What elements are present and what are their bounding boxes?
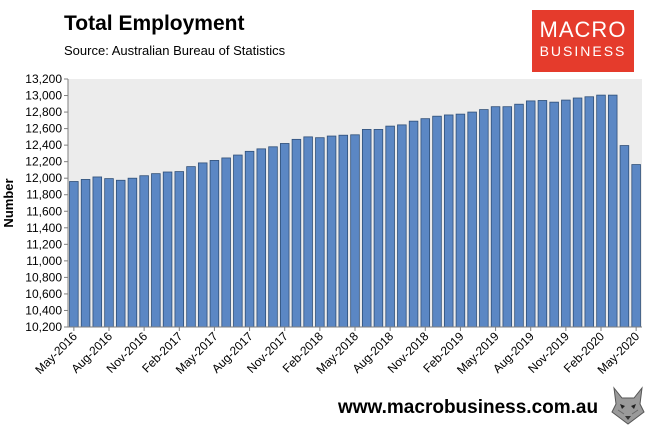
y-tick-label: 12,200 <box>25 155 62 169</box>
y-tick-label: 12,600 <box>25 122 62 136</box>
bar-jul-2018 <box>373 129 384 328</box>
y-tick-label: 12,000 <box>25 171 62 185</box>
y-tick-label: 13,200 <box>25 72 62 86</box>
bar-jun-2017 <box>221 157 231 328</box>
bar-jul-2019 <box>514 103 524 328</box>
bar-may-2017 <box>209 160 220 328</box>
bar-mar-2017 <box>186 166 196 328</box>
bar-apr-2020 <box>619 145 630 328</box>
bar-apr-2019 <box>479 109 489 328</box>
bar-nov-2016 <box>139 175 149 328</box>
bar-may-2019 <box>490 106 501 328</box>
y-tick-label: 11,000 <box>26 254 62 268</box>
bar-mar-2020 <box>607 94 618 328</box>
bar-may-2020 <box>631 164 641 328</box>
bar-feb-2018 <box>315 137 325 328</box>
bar-mar-2018 <box>326 135 337 328</box>
bar-mar-2019 <box>467 111 477 328</box>
y-axis-label: Number <box>1 178 16 227</box>
bar-sep-2018 <box>397 124 407 328</box>
bar-jun-2019 <box>502 106 513 328</box>
bar-aug-2016 <box>104 178 114 328</box>
bar-jun-2018 <box>361 129 372 328</box>
bar-sep-2016 <box>115 179 126 328</box>
bar-feb-2020 <box>596 94 606 328</box>
bar-oct-2017 <box>268 146 278 328</box>
bar-jun-2016 <box>80 179 91 328</box>
y-tick-label: 12,800 <box>25 105 62 119</box>
bar-feb-2019 <box>455 113 466 328</box>
website-url: www.macrobusiness.com.au <box>338 397 599 418</box>
macrobusiness-logo: MACRO BUSINESS <box>532 10 634 72</box>
bar-oct-2019 <box>549 101 559 328</box>
bar-feb-2017 <box>174 171 185 328</box>
bar-dec-2018 <box>432 115 442 328</box>
bar-nov-2019 <box>561 99 571 328</box>
bar-dec-2016 <box>151 173 161 328</box>
bar-sep-2019 <box>537 100 548 328</box>
bar-apr-2018 <box>338 134 349 328</box>
bar-jul-2016 <box>92 176 103 328</box>
bar-may-2018 <box>350 134 360 328</box>
y-tick-label: 10,400 <box>25 303 62 317</box>
bar-oct-2018 <box>408 120 419 328</box>
x-axis: May-2016Aug-2016Nov-2016Feb-2017May-2017… <box>32 326 642 377</box>
bar-dec-2019 <box>572 97 583 328</box>
bar-oct-2016 <box>127 177 138 328</box>
y-tick-label: 12,400 <box>25 138 62 152</box>
wolf-icon <box>611 386 645 425</box>
logo-line-2: BUSINESS <box>539 43 627 59</box>
logo-line-1: MACRO <box>539 17 627 42</box>
chart-source: Source: Australian Bureau of Statistics <box>64 43 286 58</box>
bar-jan-2017 <box>162 171 173 328</box>
bar-nov-2017 <box>279 143 290 328</box>
y-tick-label: 10,200 <box>25 320 62 334</box>
bar-aug-2017 <box>244 150 255 328</box>
bar-jan-2018 <box>303 136 313 328</box>
bar-apr-2017 <box>197 162 208 328</box>
y-tick-label: 10,800 <box>25 270 62 284</box>
y-tick-label: 13,000 <box>25 89 62 103</box>
bar-may-2016 <box>69 181 79 328</box>
chart-title: Total Employment <box>64 12 245 35</box>
y-tick-label: 11,400 <box>26 221 62 235</box>
y-tick-label: 10,600 <box>25 287 62 301</box>
y-tick-label: 11,200 <box>26 237 62 251</box>
bar-sep-2017 <box>256 148 267 328</box>
bar-aug-2019 <box>525 100 536 328</box>
y-tick-label: 11,800 <box>26 188 62 202</box>
y-tick-label: 11,600 <box>26 204 62 218</box>
bar-jan-2020 <box>584 96 595 328</box>
bar-jul-2017 <box>233 154 243 328</box>
bar-aug-2018 <box>385 125 395 328</box>
bar-dec-2017 <box>291 138 302 328</box>
bars-group <box>69 94 641 328</box>
y-axis: 10,200 10,400 10,600 10,800 11,000 11,200 11,4… <box>25 72 69 334</box>
bar-nov-2018 <box>420 118 431 328</box>
bar-jan-2019 <box>443 114 454 328</box>
